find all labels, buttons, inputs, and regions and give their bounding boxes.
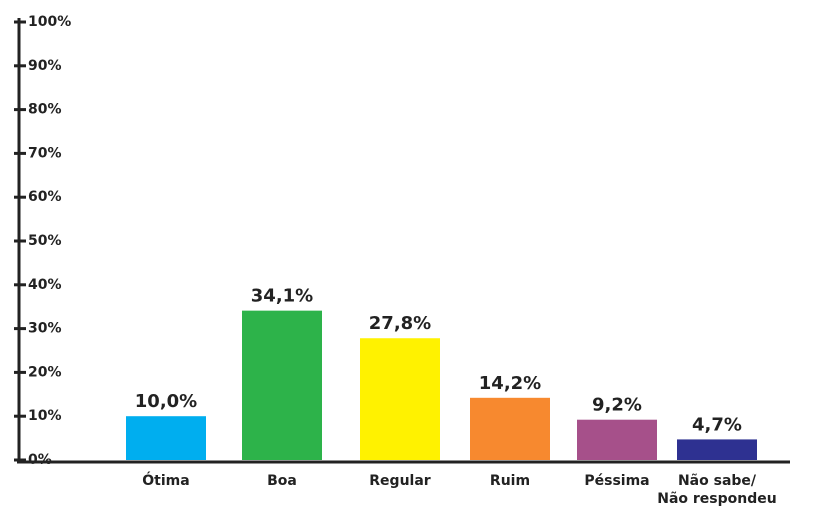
bar <box>360 338 440 460</box>
y-tick-label: 40% <box>28 277 62 293</box>
y-tick-label: 90% <box>28 58 62 74</box>
y-tick-label: 0% <box>28 452 52 468</box>
y-tick-label: 70% <box>28 145 62 161</box>
value-label: 14,2% <box>479 373 541 394</box>
value-label: 9,2% <box>592 395 642 416</box>
value-label: 4,7% <box>692 414 742 435</box>
x-tick-label: Regular <box>369 473 431 489</box>
value-label: 10,0% <box>135 391 197 412</box>
x-tick-label: Péssima <box>584 473 650 489</box>
y-tick-label: 80% <box>28 102 62 118</box>
x-tick-label: Boa <box>267 473 297 489</box>
y-tick-label: 20% <box>28 364 62 380</box>
value-label: 34,1% <box>251 286 313 307</box>
y-tick-label: 60% <box>28 189 62 205</box>
x-tick-label: Ótima <box>142 473 190 489</box>
bar <box>577 419 657 460</box>
bar <box>126 416 206 460</box>
bar <box>677 439 757 460</box>
bar <box>242 310 322 460</box>
y-tick-label: 100% <box>28 14 71 30</box>
y-tick-label: 50% <box>28 233 62 249</box>
y-tick-label: 30% <box>28 321 62 337</box>
x-tick-label: Ruim <box>489 473 531 489</box>
y-tick-label: 10% <box>28 408 62 424</box>
bar <box>470 397 550 460</box>
x-tick-label: Não sabe/ Não respondeu <box>657 473 777 507</box>
value-label: 27,8% <box>369 313 431 334</box>
